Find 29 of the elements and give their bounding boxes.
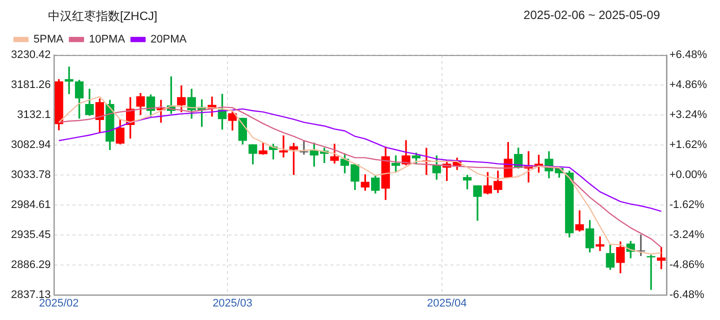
y-tick-label: 3181.26 (10, 79, 51, 92)
y-tick-label: 3132.1 (17, 108, 51, 121)
x-tick-label: 2025/03 (212, 297, 252, 310)
y2-tick-label: +3.24% (669, 108, 708, 121)
chart-subtitle: 2025-02-06 ~ 2025-05-09 (524, 8, 660, 24)
y2-tick-label: +4.86% (669, 79, 708, 92)
y-tick-label: 2984.61 (10, 198, 51, 211)
y-tick-label: 3082.94 (10, 138, 51, 151)
legend-label: 10PMA (88, 34, 126, 46)
y-tick-label: 3033.78 (10, 168, 51, 181)
y2-tick-label: -1.62% (669, 198, 704, 211)
y-tick-label: 2886.29 (10, 258, 51, 271)
legend-label: 5PMA (34, 34, 64, 46)
x-tick-label: 2025/04 (426, 297, 467, 310)
legend-label: 20PMA (150, 34, 188, 46)
y2-tick-label: -6.48% (669, 288, 704, 301)
y2-tick-label: -3.24% (669, 228, 704, 241)
y-tick-label: 3230.42 (10, 49, 51, 62)
y2-tick-label: -4.86% (669, 258, 704, 271)
x-tick-label: 2025/02 (38, 297, 79, 310)
candlestick (279, 135, 288, 158)
candlestick (596, 236, 604, 252)
y2-tick-label: +0.00% (669, 168, 708, 181)
y2-tick-label: +1.62% (669, 138, 708, 151)
y2-tick-label: +6.48% (669, 49, 708, 62)
chart-title: 中汉红枣指数[ZHCJ] (48, 8, 158, 24)
candlestick (646, 254, 656, 290)
y-tick-label: 2935.45 (10, 228, 51, 241)
candlestick (64, 66, 74, 94)
